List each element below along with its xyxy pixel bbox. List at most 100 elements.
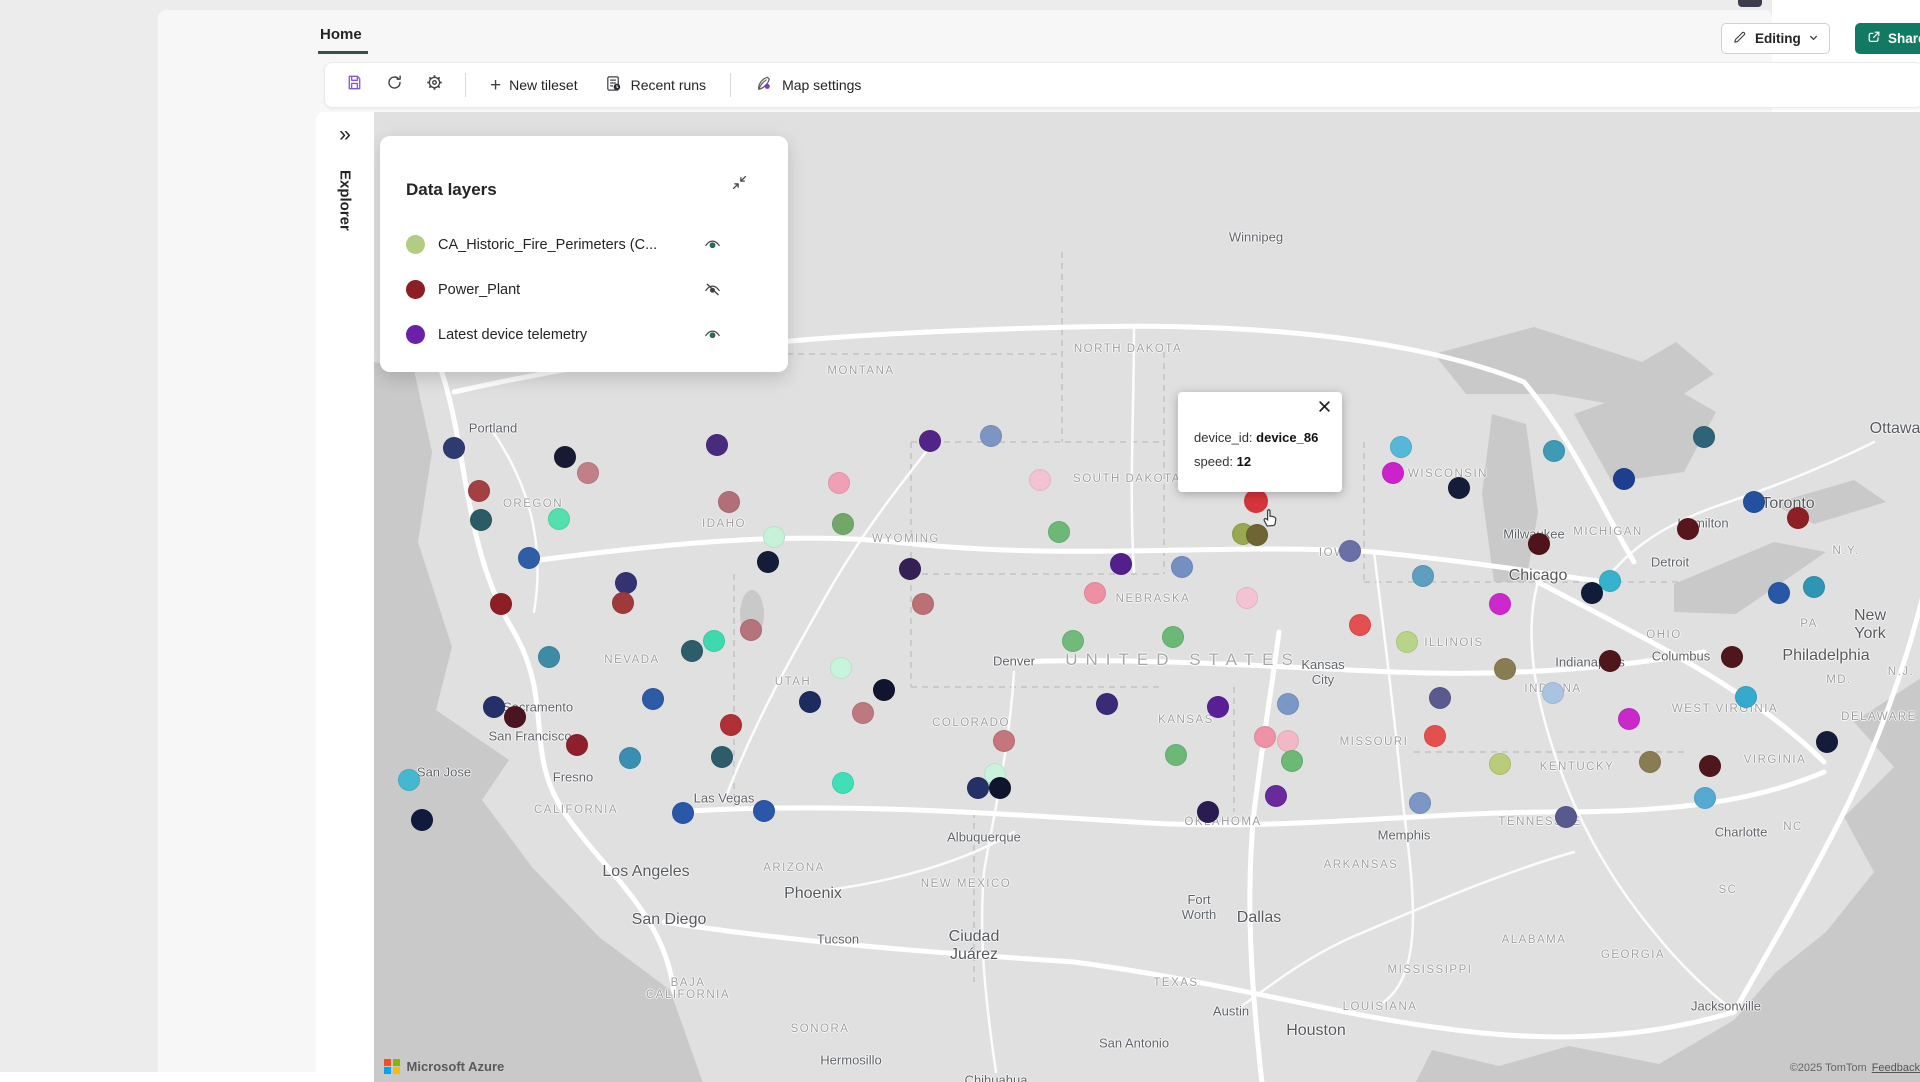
save-button[interactable] [337, 69, 371, 101]
device-telemetry-dot[interactable] [757, 551, 779, 573]
device-telemetry-dot[interactable] [967, 777, 989, 799]
collapse-panel-button[interactable] [726, 172, 752, 198]
device-telemetry-dot[interactable] [1165, 744, 1187, 766]
tab-home[interactable]: Home [318, 24, 368, 54]
device-telemetry-dot[interactable] [1489, 593, 1511, 615]
settings-button[interactable] [417, 69, 451, 101]
device-telemetry-dot[interactable] [1693, 426, 1715, 448]
device-telemetry-dot[interactable] [1494, 658, 1516, 680]
device-telemetry-dot[interactable] [1599, 650, 1621, 672]
device-telemetry-dot[interactable] [753, 800, 775, 822]
device-telemetry-dot[interactable] [1277, 693, 1299, 715]
device-telemetry-dot[interactable] [1555, 806, 1577, 828]
device-telemetry-dot[interactable] [1699, 755, 1721, 777]
device-telemetry-dot[interactable] [1542, 682, 1564, 704]
editing-mode-button[interactable]: Editing [1721, 23, 1830, 54]
device-telemetry-dot[interactable] [720, 714, 742, 736]
device-telemetry-dot[interactable] [1787, 507, 1809, 529]
refresh-button[interactable] [377, 69, 411, 101]
device-telemetry-dot[interactable] [899, 558, 921, 580]
device-telemetry-dot[interactable] [1694, 787, 1716, 809]
device-telemetry-dot[interactable] [912, 593, 934, 615]
device-telemetry-dot[interactable] [615, 572, 637, 594]
device-telemetry-dot[interactable] [1528, 533, 1550, 555]
device-telemetry-dot[interactable] [1639, 751, 1661, 773]
device-telemetry-dot[interactable] [989, 777, 1011, 799]
device-telemetry-dot[interactable] [1207, 696, 1229, 718]
device-telemetry-dot[interactable] [483, 696, 505, 718]
share-button[interactable]: Share [1855, 23, 1920, 54]
device-telemetry-dot[interactable] [1743, 491, 1765, 513]
device-telemetry-dot[interactable] [1429, 687, 1451, 709]
device-telemetry-dot[interactable] [538, 646, 560, 668]
device-telemetry-dot[interactable] [1254, 726, 1276, 748]
new-tileset-button[interactable]: + New tileset [480, 69, 588, 101]
eye-off-icon[interactable] [698, 276, 726, 304]
device-telemetry-dot[interactable] [852, 702, 874, 724]
device-telemetry-dot[interactable] [828, 472, 850, 494]
device-telemetry-dot[interactable] [681, 640, 703, 662]
device-telemetry-dot[interactable] [554, 446, 576, 468]
device-telemetry-dot[interactable] [703, 630, 725, 652]
device-telemetry-dot[interactable] [1277, 730, 1299, 752]
map-settings-button[interactable]: Map settings [745, 69, 871, 101]
device-telemetry-dot[interactable] [398, 769, 420, 791]
device-telemetry-dot[interactable] [1390, 436, 1412, 458]
expand-explorer-button[interactable]: » [339, 124, 351, 145]
layer-row[interactable]: Power_Plant [380, 267, 788, 312]
device-telemetry-dot[interactable] [1543, 440, 1565, 462]
device-telemetry-dot[interactable] [468, 480, 490, 502]
device-telemetry-dot[interactable] [711, 746, 733, 768]
eye-icon[interactable] [698, 231, 726, 259]
device-telemetry-dot[interactable] [1110, 553, 1132, 575]
device-telemetry-dot[interactable] [1816, 731, 1838, 753]
device-telemetry-dot[interactable] [1618, 708, 1640, 730]
device-telemetry-dot[interactable] [1581, 582, 1603, 604]
device-telemetry-dot[interactable] [548, 508, 570, 530]
device-telemetry-dot[interactable] [1448, 477, 1470, 499]
device-telemetry-dot[interactable] [518, 547, 540, 569]
device-telemetry-dot[interactable] [1409, 792, 1431, 814]
device-telemetry-dot[interactable] [832, 772, 854, 794]
device-telemetry-dot[interactable] [1424, 725, 1446, 747]
device-telemetry-dot[interactable] [1349, 614, 1371, 636]
device-telemetry-dot[interactable] [470, 509, 492, 531]
device-telemetry-dot[interactable] [1236, 587, 1258, 609]
device-telemetry-dot[interactable] [1171, 556, 1193, 578]
device-telemetry-dot[interactable] [1096, 693, 1118, 715]
device-telemetry-dot[interactable] [504, 706, 526, 728]
layer-row[interactable]: Latest device telemetry [380, 312, 788, 357]
device-telemetry-dot[interactable] [1613, 468, 1635, 490]
device-telemetry-dot[interactable] [1084, 582, 1106, 604]
device-telemetry-dot[interactable] [1412, 565, 1434, 587]
device-telemetry-dot[interactable] [1265, 785, 1287, 807]
device-telemetry-dot[interactable] [980, 425, 1002, 447]
device-telemetry-dot[interactable] [919, 430, 941, 452]
popup-close-button[interactable] [1315, 399, 1333, 417]
selected-device-marker[interactable] [1244, 489, 1268, 513]
device-telemetry-dot[interactable] [1339, 540, 1361, 562]
device-telemetry-dot[interactable] [642, 688, 664, 710]
device-telemetry-dot[interactable] [1048, 521, 1070, 543]
device-telemetry-dot[interactable] [411, 809, 433, 831]
device-telemetry-dot[interactable] [799, 691, 821, 713]
device-telemetry-dot[interactable] [1489, 753, 1511, 775]
device-telemetry-dot[interactable] [1396, 631, 1418, 653]
device-telemetry-dot[interactable] [1197, 801, 1219, 823]
device-telemetry-dot[interactable] [763, 526, 785, 548]
device-telemetry-dot[interactable] [1246, 524, 1268, 546]
device-telemetry-dot[interactable] [612, 592, 634, 614]
device-telemetry-dot[interactable] [830, 657, 852, 679]
recent-runs-button[interactable]: Recent runs [594, 69, 716, 101]
device-telemetry-dot[interactable] [1768, 582, 1790, 604]
device-telemetry-dot[interactable] [443, 437, 465, 459]
device-telemetry-dot[interactable] [1062, 630, 1084, 652]
device-telemetry-dot[interactable] [1677, 518, 1699, 540]
device-telemetry-dot[interactable] [832, 513, 854, 535]
feedback-link[interactable]: Feedback [1872, 1062, 1920, 1074]
device-telemetry-dot[interactable] [873, 679, 895, 701]
device-telemetry-dot[interactable] [1162, 626, 1184, 648]
device-telemetry-dot[interactable] [566, 734, 588, 756]
device-telemetry-dot[interactable] [672, 802, 694, 824]
